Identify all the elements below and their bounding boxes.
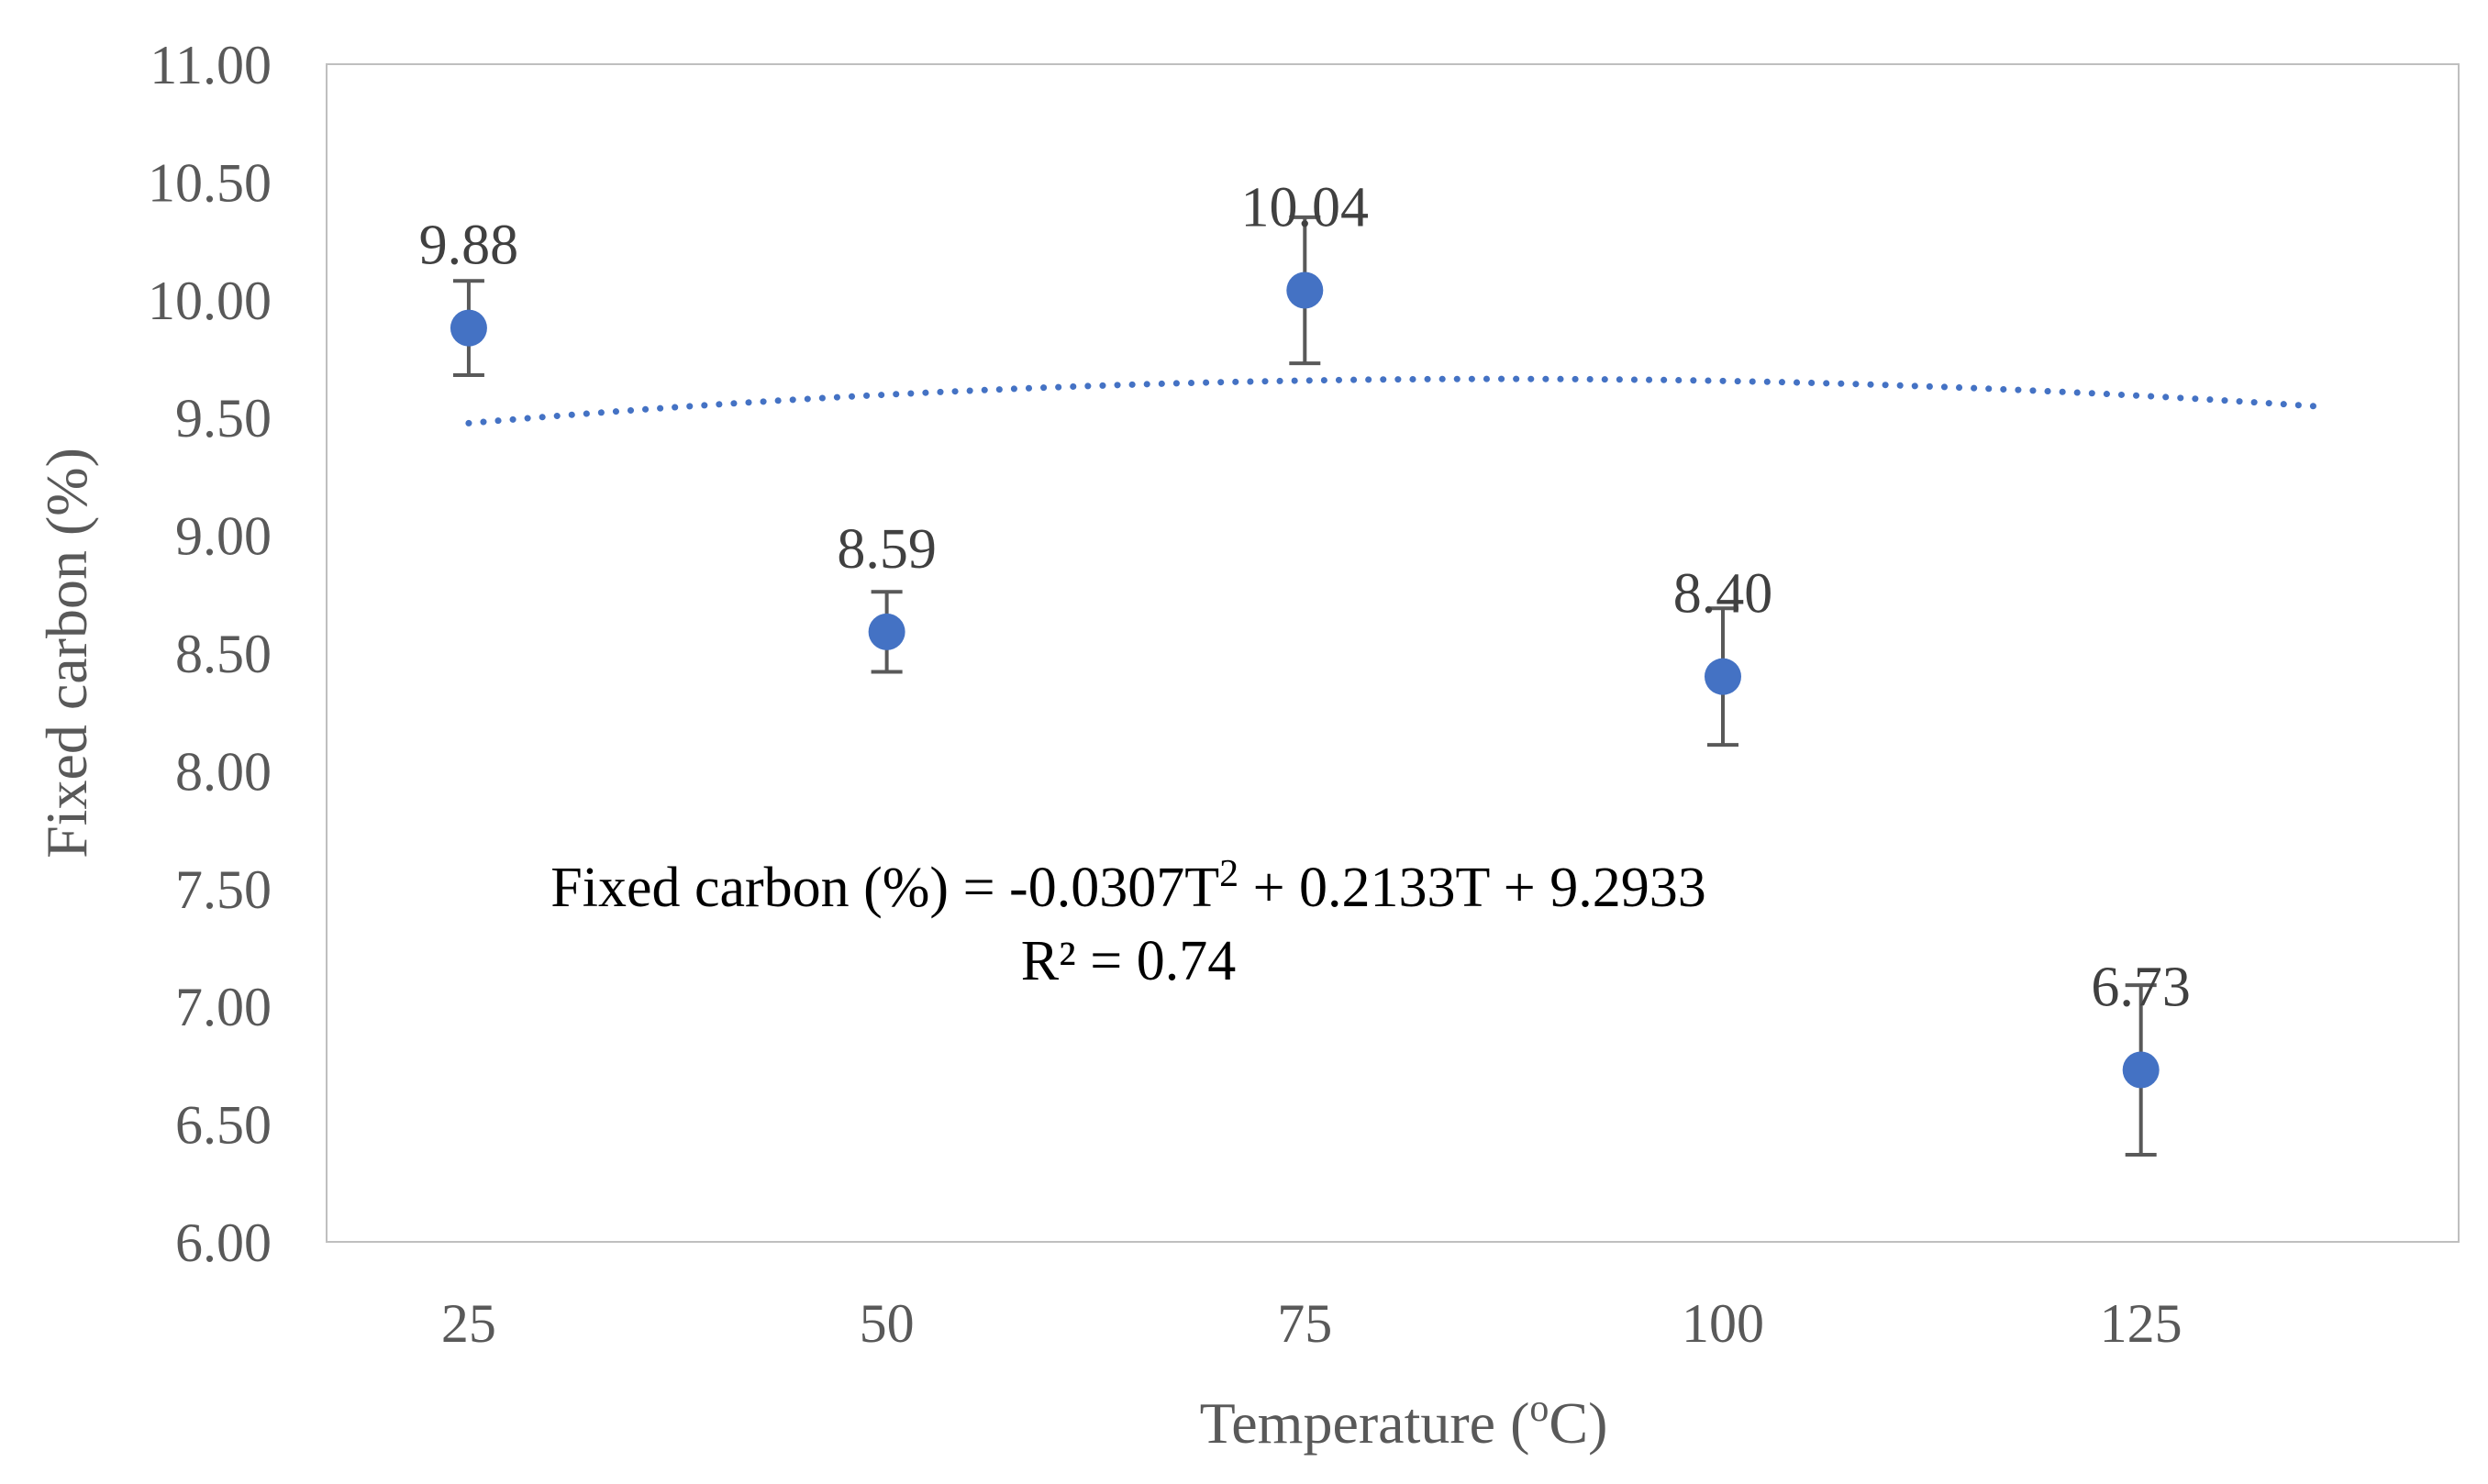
trendline-equation-superscript: 2 — [1219, 853, 1238, 895]
y-tick-label: 8.50 — [175, 624, 272, 684]
y-axis-tick-labels: 6.00 6.50 7.00 7.50 8.00 8.50 9.00 9.50 10.00 10.… — [148, 35, 272, 1273]
data-point — [2122, 1051, 2160, 1089]
trendline-equation-main: Fixed carbon (%) = -0.0307T — [550, 857, 1219, 919]
data-label: 10.04 — [1241, 177, 1370, 239]
data-labels: 9.88 8.59 10.04 8.40 6.73 — [419, 177, 2191, 1019]
polynomial-trendline — [465, 375, 2328, 426]
y-tick-label: 7.00 — [175, 977, 272, 1037]
y-tick-label: 10.50 — [148, 152, 272, 213]
trendline-equation-tail: + 0.2133T + 9.2933 — [1238, 857, 1706, 919]
x-tick-label: 100 — [1682, 1293, 1764, 1354]
y-tick-label: 9.50 — [175, 388, 272, 449]
y-tick-label: 6.00 — [175, 1213, 272, 1273]
y-tick-label: 8.00 — [175, 741, 272, 802]
x-axis-title-superscript: o — [1529, 1388, 1549, 1430]
data-label: 9.88 — [419, 215, 519, 277]
data-label: 8.40 — [1673, 563, 1773, 626]
y-tick-label: 11.00 — [150, 35, 272, 95]
x-tick-label: 50 — [860, 1293, 915, 1354]
x-tick-label: 125 — [2100, 1293, 2183, 1354]
x-axis-title: Temperature (oC) — [1200, 1388, 1608, 1456]
y-tick-label: 7.50 — [175, 859, 272, 920]
y-axis-title: Fixed carbon (%) — [34, 448, 99, 858]
trendline-equation: Fixed carbon (%) = -0.0307T2 + 0.2133T +… — [550, 853, 1706, 919]
data-point — [1704, 658, 1741, 695]
plot-area-border — [326, 63, 2460, 1243]
x-axis-title-tail: C) — [1549, 1390, 1607, 1456]
data-point — [868, 613, 905, 650]
y-tick-label: 10.00 — [148, 271, 272, 331]
x-axis-tick-labels: 25 50 75 100 125 — [441, 1293, 2183, 1354]
data-label: 8.59 — [837, 518, 937, 581]
y-tick-label: 6.50 — [175, 1095, 272, 1156]
data-label: 6.73 — [2091, 957, 2191, 1019]
data-points — [450, 271, 2160, 1089]
y-tick-label: 9.00 — [175, 506, 272, 567]
data-point — [1286, 271, 1324, 309]
x-axis-title-main: Temperature ( — [1200, 1390, 1530, 1456]
x-tick-label: 75 — [1277, 1293, 1332, 1354]
r-squared-label: R² = 0.74 — [1021, 930, 1236, 992]
x-tick-label: 25 — [441, 1293, 496, 1354]
data-point — [450, 309, 487, 347]
